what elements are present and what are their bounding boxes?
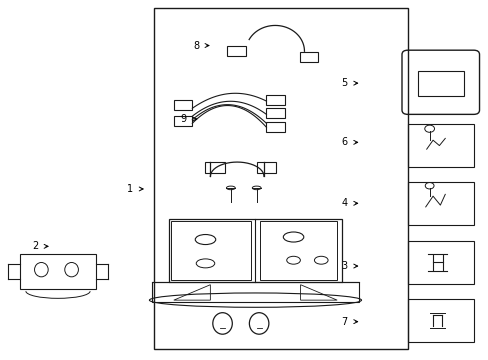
Bar <box>417 71 463 96</box>
Bar <box>152 282 358 302</box>
Bar <box>173 116 192 126</box>
Text: 7: 7 <box>341 317 347 327</box>
Bar <box>154 8 407 348</box>
Text: 9: 9 <box>181 114 186 124</box>
Text: 3: 3 <box>341 261 347 271</box>
Text: 4: 4 <box>341 198 347 208</box>
Bar <box>407 125 473 167</box>
Bar <box>266 108 285 118</box>
Text: 1: 1 <box>127 184 133 194</box>
Text: 8: 8 <box>193 41 199 50</box>
Bar <box>266 95 285 105</box>
Bar <box>266 122 285 132</box>
Bar <box>407 182 473 225</box>
Bar <box>256 162 276 173</box>
Bar <box>205 162 224 173</box>
Bar <box>171 221 250 280</box>
Text: 6: 6 <box>341 138 347 147</box>
Bar <box>260 221 336 280</box>
Bar <box>227 46 245 56</box>
Bar <box>168 220 341 282</box>
Bar <box>173 100 192 110</box>
Text: 5: 5 <box>341 78 347 88</box>
Bar <box>299 52 318 62</box>
Bar <box>20 253 96 289</box>
Text: 2: 2 <box>32 241 38 251</box>
Bar <box>407 299 473 342</box>
Bar <box>407 241 473 284</box>
